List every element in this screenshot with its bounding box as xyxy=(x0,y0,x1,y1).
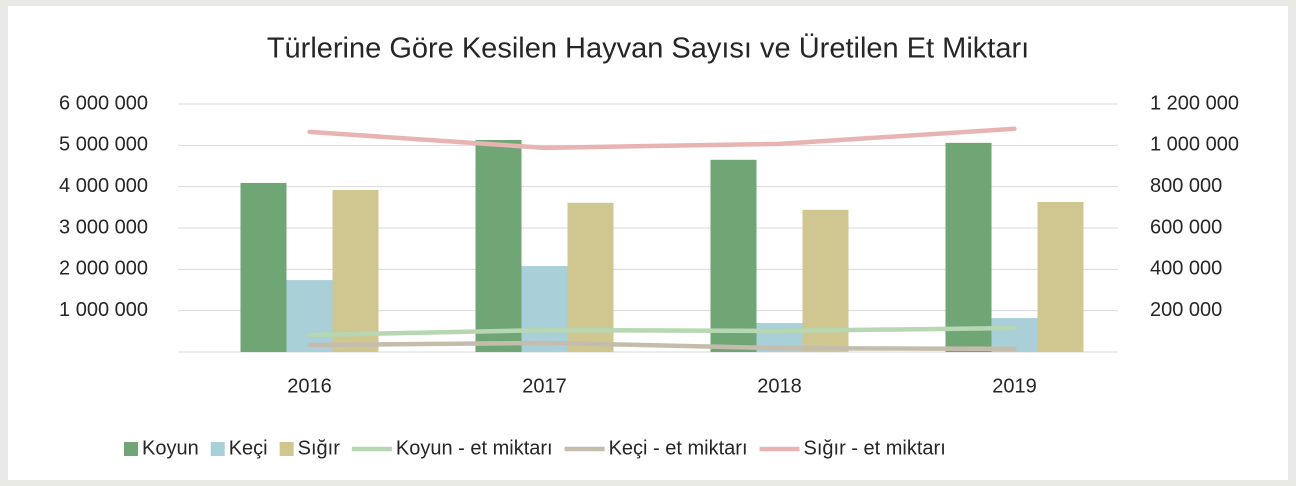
legend-label: Keçi - et miktarı xyxy=(609,437,748,459)
bar xyxy=(332,189,379,352)
bar xyxy=(567,202,614,352)
y2-tick-label: 800 000 xyxy=(1150,175,1222,197)
y2-tick-label: 600 000 xyxy=(1150,216,1222,238)
line xyxy=(307,340,1017,352)
legend-label: Sığır xyxy=(298,437,341,459)
y2-tick-label: 400 000 xyxy=(1150,258,1222,280)
chart-area xyxy=(8,6,1288,480)
y2-tick-label: 200 000 xyxy=(1150,299,1222,321)
bar xyxy=(521,266,568,352)
legend-swatch xyxy=(279,442,294,456)
bar xyxy=(991,318,1038,352)
y-tick-label: 1 000 000 xyxy=(59,299,148,321)
y-tick-label: 2 000 000 xyxy=(59,258,148,280)
chart-title: Türlerine Göre Kesilen Hayvan Sayısı ve … xyxy=(267,33,1029,65)
y2-tick-label: 1 200 000 xyxy=(1150,92,1239,114)
x-tick-label: 2016 xyxy=(287,375,332,397)
y2-tick-label: 1 000 000 xyxy=(1150,134,1239,156)
y-tick-label: 4 000 000 xyxy=(59,175,148,197)
bar xyxy=(475,139,522,352)
y-tick-label: 5 000 000 xyxy=(59,134,148,156)
y-tick-label: 3 000 000 xyxy=(59,216,148,238)
x-tick-label: 2019 xyxy=(992,375,1037,397)
legend-label: Keçi xyxy=(229,437,268,459)
x-tick-label: 2017 xyxy=(522,375,567,397)
bar xyxy=(1037,201,1084,352)
x-tick-label: 2018 xyxy=(757,375,802,397)
legend-swatch xyxy=(210,442,225,456)
bar xyxy=(945,142,992,352)
legend-label: Koyun - et miktarı xyxy=(396,437,553,459)
line xyxy=(307,325,1017,338)
bar xyxy=(286,280,333,352)
legend-swatch xyxy=(124,442,138,456)
legend-label: Koyun xyxy=(142,437,199,459)
line xyxy=(307,126,1017,151)
bar xyxy=(710,159,757,352)
legend-label: Sığır - et miktarı xyxy=(804,437,946,459)
bar xyxy=(240,182,287,352)
y-tick-label: 6 000 000 xyxy=(59,92,148,114)
